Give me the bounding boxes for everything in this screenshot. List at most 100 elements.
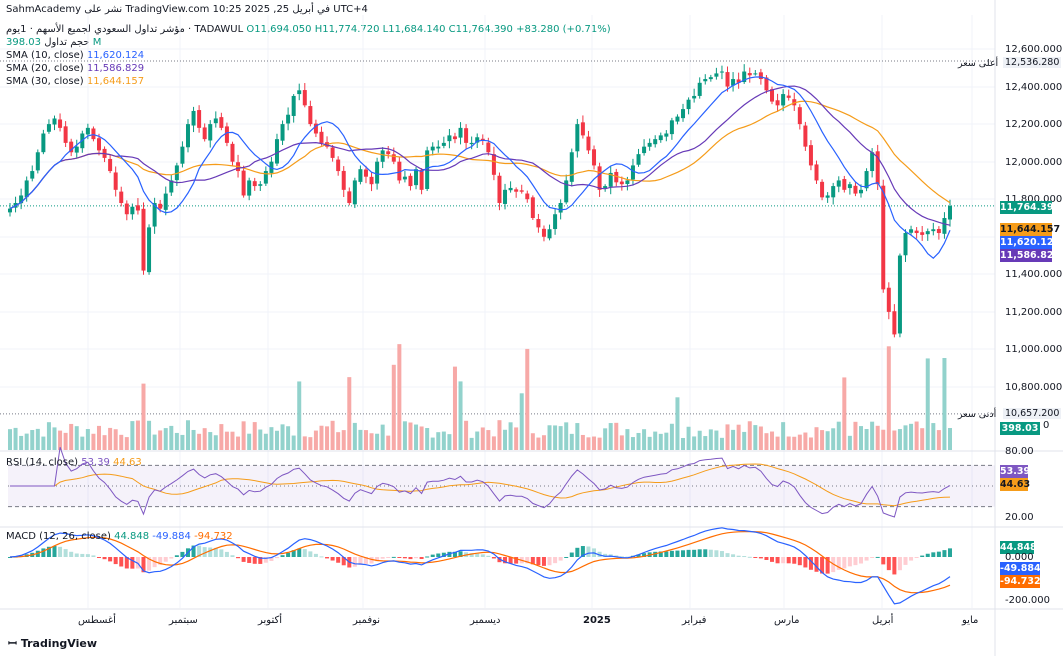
macd-hist-bar [825, 557, 830, 574]
volume-bar [630, 437, 635, 450]
macd-hist-bar [486, 555, 491, 557]
macd-hist-bar [458, 551, 463, 557]
candle-body [330, 147, 335, 158]
candle-body [758, 72, 763, 80]
volume-bar [747, 421, 752, 450]
macd-hist-bar [842, 557, 847, 569]
rsi-legend[interactable]: RSI (14, close) 53.39 44.63 [6, 457, 142, 468]
volume-bar [491, 436, 496, 450]
sma10-legend[interactable]: SMA (10, close) 11,620.124 [6, 50, 144, 61]
ohlc-low: L11,684.140 [382, 24, 446, 35]
macd-legend[interactable]: MACD (12, 26, close) 44.848 -49.884 -94.… [6, 531, 233, 542]
volume-bar [341, 430, 346, 450]
volume-bar [169, 425, 174, 450]
candle-body [875, 151, 880, 185]
candle-body [681, 109, 686, 119]
price-tick: 11,400.000 [1005, 269, 1063, 280]
macd-hist-bar [41, 548, 46, 557]
macd-hist-bar [708, 549, 713, 557]
volume-bar [185, 420, 190, 450]
candle-body [258, 184, 263, 186]
candle-body [942, 218, 947, 234]
sma30-legend[interactable]: SMA (30, close) 11,644.157 [6, 76, 144, 87]
volume-bar [8, 429, 12, 450]
macd-hist-bar [731, 554, 736, 557]
candle-body [152, 202, 157, 227]
volume-bar [775, 436, 780, 450]
symbol-name[interactable]: مؤشر تداول السعودي لجميع الأسهم · 1يوم ·… [6, 24, 244, 35]
volume-bar [608, 423, 613, 450]
candle-body [831, 186, 836, 198]
candle-body [158, 203, 163, 209]
macd-hist-bar [119, 557, 124, 567]
candle-body [897, 255, 902, 334]
macd-hist-bar [80, 553, 85, 557]
volume-bar [881, 429, 886, 450]
candle-body [808, 145, 813, 166]
macd-hist-bar [892, 557, 897, 575]
macd-hist-bar [914, 557, 919, 558]
volume-bar [925, 358, 930, 450]
candle-body [252, 181, 257, 187]
macd-hist-bar [725, 553, 730, 557]
candle-body [113, 172, 118, 190]
volume-bar [152, 434, 157, 450]
macd-hist-bar [447, 551, 452, 557]
rsi-ma-value: 44.63 [113, 457, 142, 468]
candle-body [124, 203, 129, 215]
candle-body [541, 228, 546, 237]
candle-body [219, 117, 224, 128]
tradingview-logo[interactable]: ꟷ TradingView [8, 636, 97, 651]
volume-bar [464, 420, 469, 450]
macd-hist-bar [469, 553, 474, 557]
volume-bar [113, 429, 118, 450]
candle-body [853, 185, 858, 194]
candle-body [781, 94, 786, 106]
time-tick: مارس [774, 615, 800, 626]
sma10-label: SMA (10, close) [6, 50, 84, 61]
macd-hist-bar [441, 552, 446, 557]
volume-bar [386, 435, 391, 450]
macd-hist-bar [580, 546, 585, 557]
candle-body [547, 229, 552, 239]
volume-bar [603, 428, 608, 450]
candle-body [742, 71, 747, 83]
low-marker-value: 10,657.200 [1003, 408, 1062, 419]
candle-body [169, 180, 174, 193]
sma20-legend[interactable]: SMA (20, close) 11,586.829 [6, 63, 144, 74]
volume-bar [174, 432, 179, 450]
high-marker-value: 12,536.280 [1003, 57, 1062, 68]
candle-body [870, 152, 875, 172]
macd-hist-bar [247, 557, 252, 563]
macd-hist-bar [770, 557, 775, 562]
candle-body [825, 195, 830, 198]
candle-body [241, 170, 246, 196]
candle-body [96, 138, 101, 151]
volume-bar [525, 348, 530, 450]
volume-bar [397, 344, 402, 450]
candle-body [775, 100, 780, 106]
volume-bar [820, 430, 825, 450]
candle-body [564, 180, 569, 203]
volume-bar [363, 430, 368, 450]
candle-body [736, 79, 741, 83]
volume-bar [124, 437, 129, 450]
volume-bar [258, 429, 263, 450]
volume-bar [875, 425, 880, 450]
volume-bar [208, 432, 213, 450]
macd-hist-bar [658, 551, 663, 557]
volume-legend[interactable]: حجم تداول 398.03 M [6, 37, 101, 48]
macd-hist-bar [375, 557, 380, 562]
candle-body [909, 229, 914, 233]
macd-hist-bar [108, 557, 113, 562]
volume-bar [920, 428, 925, 450]
published-text: SahmAcademy نشر على TradingView.com في أ… [6, 4, 368, 15]
rsi-tick: 20.00 [1005, 512, 1034, 523]
volume-bar [419, 426, 424, 450]
candle-body [619, 181, 624, 185]
candle-body [430, 146, 435, 151]
volume-bar [825, 431, 830, 450]
time-tick: سبتمبر [169, 615, 198, 626]
volume-bar [753, 425, 758, 450]
